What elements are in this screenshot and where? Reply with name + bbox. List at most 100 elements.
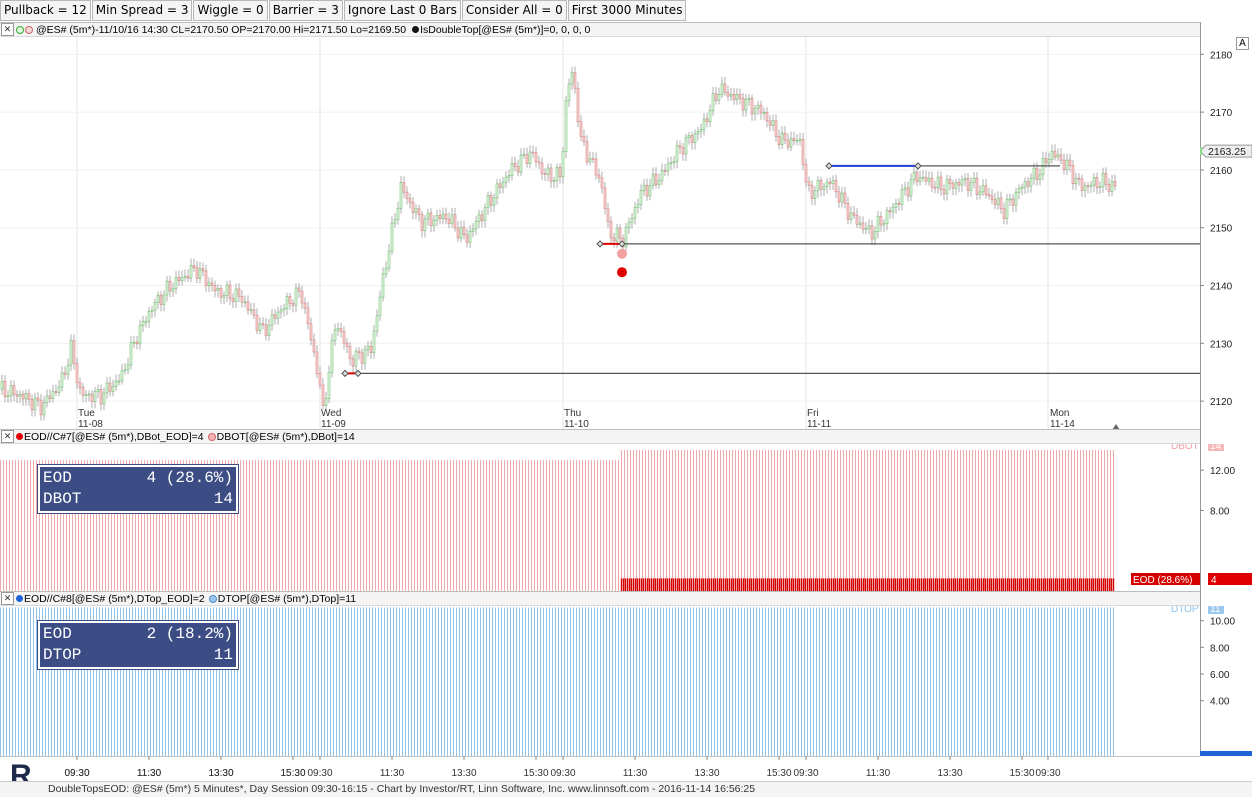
candle-body	[360, 352, 364, 364]
close-pane-button[interactable]: ✕	[1, 23, 14, 36]
stats-value: 2 (18.2%)	[146, 625, 233, 643]
candle-body	[18, 393, 22, 397]
dtop-axis[interactable]	[1200, 591, 1252, 756]
candle-body	[30, 399, 34, 411]
candle-body	[504, 176, 508, 183]
toolbar-param-3[interactable]: Barrier = 3	[268, 0, 343, 21]
candle-body	[36, 397, 40, 401]
candle-body	[336, 328, 340, 331]
candle-body	[630, 217, 634, 223]
candle-body	[810, 184, 814, 199]
candle-body	[471, 228, 475, 232]
doubletop-marker-icon	[412, 26, 420, 33]
candle-body	[816, 179, 820, 192]
candle-body	[891, 206, 895, 213]
candle-body	[165, 280, 169, 296]
candle-body	[837, 191, 841, 203]
candle-body	[618, 227, 622, 239]
candle-body	[369, 345, 373, 354]
last-price-tag	[1200, 144, 1252, 158]
candle-body	[600, 177, 604, 189]
candle-body	[564, 100, 568, 152]
toolbar-param-2[interactable]: Wiggle = 0	[193, 0, 268, 21]
candle-body	[1071, 165, 1075, 185]
candle-body	[1023, 181, 1027, 188]
candle-body	[447, 218, 451, 224]
candle-body	[771, 120, 775, 126]
eod-value: 4	[1211, 575, 1217, 586]
candle-body	[333, 329, 337, 341]
candle-body	[153, 302, 157, 311]
close-pane-button[interactable]: ✕	[1, 430, 14, 443]
stats-value: 11	[213, 646, 233, 664]
candle-body	[231, 298, 235, 302]
price-tick-label: 2150	[1210, 224, 1233, 235]
autoscale-button[interactable]: A	[1236, 37, 1249, 50]
candle-body	[45, 395, 49, 403]
dbot-axis-labels: 12.00 8.00 14 4	[1200, 444, 1252, 586]
candle-body	[849, 212, 853, 220]
candle-body	[1011, 198, 1015, 206]
candle-body	[123, 369, 127, 372]
candle-body	[183, 275, 187, 278]
candle-body	[273, 314, 277, 319]
candle-body	[63, 372, 67, 375]
price-axis[interactable]: A	[1200, 22, 1252, 430]
price-tick-label: 2170	[1210, 108, 1233, 119]
toolbar-param-5[interactable]: Consider All = 0	[461, 0, 567, 21]
candle-body	[186, 275, 190, 279]
candle-body	[237, 288, 241, 297]
candle-body	[489, 195, 493, 206]
candle-body	[255, 314, 259, 331]
candle-body	[528, 151, 532, 164]
candle-body	[879, 215, 883, 226]
candle-body	[825, 181, 829, 188]
candle-body	[576, 87, 580, 123]
candle-body	[261, 323, 265, 326]
dbot-histogram[interactable]: DBOT EOD (28.6%)	[0, 444, 1200, 591]
candle-body	[339, 328, 343, 332]
time-tick-label: 11:30	[623, 768, 648, 779]
candle-body	[1035, 167, 1039, 181]
candle-body	[282, 307, 286, 311]
candle-body	[597, 174, 601, 179]
candle-body	[120, 370, 124, 382]
candle-body	[243, 301, 247, 304]
toolbar-param-0[interactable]: Pullback = 12	[0, 0, 91, 21]
candle-body	[498, 183, 502, 188]
close-pane-button[interactable]: ✕	[1, 592, 14, 605]
candle-body	[9, 385, 13, 397]
candle-body	[1026, 181, 1030, 187]
candle-body	[408, 198, 412, 203]
candle-body	[240, 295, 244, 303]
candle-body	[936, 176, 940, 189]
candle-body	[102, 392, 106, 405]
toolbar-param-1[interactable]: Min Spread = 3	[91, 0, 193, 21]
eod-signal-dot	[617, 267, 627, 278]
candle-body	[780, 132, 784, 145]
candle-body	[744, 98, 748, 111]
candle-body	[462, 226, 466, 235]
candle-body	[396, 208, 400, 221]
toolbar-param-4[interactable]: Ignore Last 0 Bars	[343, 0, 461, 21]
candle-body	[852, 212, 856, 216]
candle-body	[432, 219, 436, 226]
candle-body	[906, 187, 910, 197]
candle-body	[405, 191, 409, 199]
candle-body	[420, 214, 424, 232]
time-tick-label: 13:30	[208, 768, 233, 779]
toolbar-param-6[interactable]: First 3000 Minutes	[567, 0, 687, 21]
time-tick-label: 15:30	[1009, 768, 1034, 779]
time-tick-label: 11:30	[380, 768, 405, 779]
candle-body	[189, 265, 193, 279]
candle-body	[540, 162, 544, 174]
price-tick-label: 2160	[1210, 166, 1233, 177]
candle-body	[468, 231, 472, 243]
candle-body	[882, 223, 886, 226]
candle-body	[399, 182, 403, 209]
dtop-tick-label: 4.00	[1210, 697, 1230, 708]
dtop-histogram[interactable]: DTOP	[0, 606, 1200, 756]
candle-body	[303, 302, 307, 309]
